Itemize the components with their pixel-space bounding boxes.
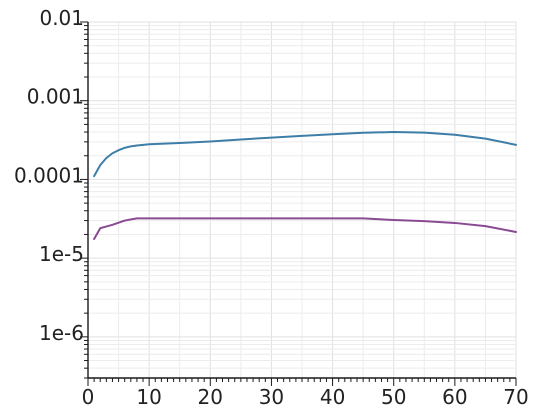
series-lines xyxy=(93,131,517,240)
series-line-2 xyxy=(93,217,517,240)
x-tick-label: 0 xyxy=(82,385,95,409)
x-tick-label: 50 xyxy=(381,385,406,409)
x-tick-label: 10 xyxy=(136,385,161,409)
y-tick-label: 0.01 xyxy=(39,6,84,30)
x-tick-label: 60 xyxy=(442,385,467,409)
y-tick-label: 0.001 xyxy=(27,85,84,109)
x-tick-label: 40 xyxy=(320,385,345,409)
tick-labels: 0 10 20 30 40 50 60 70 0.01 0.001 0.0001 1e-5 1e-6 xyxy=(14,6,529,409)
x-tick-label: 20 xyxy=(198,385,223,409)
ticks xyxy=(80,21,517,386)
y-tick-label: 1e-6 xyxy=(39,321,84,345)
series-line-1 xyxy=(93,131,517,178)
y-tick-label: 0.0001 xyxy=(14,163,84,187)
x-tick-label: 30 xyxy=(259,385,284,409)
x-tick-label: 70 xyxy=(503,385,528,409)
grid xyxy=(87,21,517,379)
y-tick-label: 1e-5 xyxy=(39,242,84,266)
